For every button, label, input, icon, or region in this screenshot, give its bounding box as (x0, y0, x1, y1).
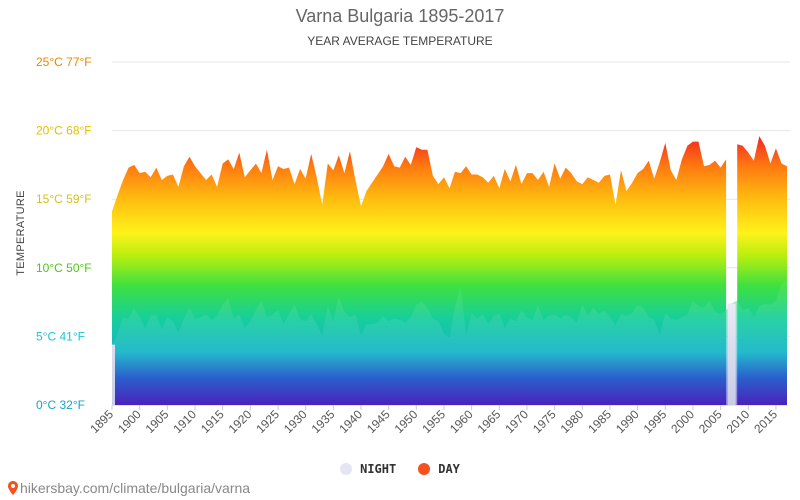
x-tick-label: 1970 (502, 407, 531, 436)
night-only-bar (727, 303, 736, 405)
series-areas (112, 136, 787, 405)
day-swatch-icon (418, 463, 431, 475)
night-swatch-icon (340, 463, 353, 475)
x-tick-label: 2010 (724, 407, 753, 436)
chart-plot-area: 0°C 32°F 5°C 41°F 10°C 50°F 15°C 59°F 20°C 6… (36, 55, 790, 436)
x-tick-label: 1955 (419, 407, 448, 436)
legend-item-night[interactable]: NIGHT (340, 462, 396, 476)
y-tick-label: 20°C 68°F (36, 124, 92, 138)
legend-item-day[interactable]: DAY (418, 462, 460, 476)
night-series-overlay (112, 280, 787, 405)
legend: NIGHT DAY (0, 462, 800, 476)
night-series-area (112, 280, 787, 405)
x-tick-label: 1945 (364, 407, 393, 436)
x-tick-label: 1975 (530, 407, 559, 436)
map-pin-icon (8, 481, 18, 495)
legend-label-night: NIGHT (360, 462, 397, 476)
x-tick-label: 1960 (447, 407, 476, 436)
x-tick-label: 2000 (668, 407, 697, 436)
x-axis-ticks: 1895190019051910191519201925193019351940… (87, 405, 780, 436)
y-axis-ticks: 0°C 32°F 5°C 41°F 10°C 50°F 15°C 59°F 20°C 6… (36, 55, 92, 412)
x-tick-label: 1930 (281, 407, 310, 436)
x-tick-label: 1925 (253, 407, 282, 436)
x-tick-label: 1920 (226, 407, 255, 436)
y-tick-label: 15°C 59°F (36, 192, 92, 206)
legend-label-day: DAY (438, 462, 460, 476)
x-tick-label: 1910 (170, 407, 199, 436)
x-tick-label: 1950 (392, 407, 421, 436)
chart-title: Varna Bulgaria 1895-2017 (295, 6, 505, 26)
x-tick-label: 1935 (309, 407, 338, 436)
y-tick-label: 10°C 50°F (36, 261, 92, 275)
x-tick-label: 1980 (558, 407, 587, 436)
x-tick-label: 1895 (87, 407, 116, 436)
x-tick-label: 1990 (613, 407, 642, 436)
x-tick-label: 1915 (198, 407, 227, 436)
x-tick-label: 1985 (585, 407, 614, 436)
x-tick-label: 2005 (696, 407, 725, 436)
y-tick-label: 5°C 41°F (36, 329, 85, 343)
x-tick-label: 1995 (641, 407, 670, 436)
x-tick-label: 1905 (143, 407, 172, 436)
chart-subtitle: YEAR AVERAGE TEMPERATURE (307, 34, 493, 48)
x-tick-label: 1900 (115, 407, 144, 436)
y-tick-label: 25°C 77°F (36, 55, 92, 69)
source-link[interactable]: hikersbay.com/climate/bulgaria/varna (8, 480, 250, 496)
x-tick-label: 1940 (336, 407, 365, 436)
night-start-marker (112, 344, 115, 405)
source-link-text: hikersbay.com/climate/bulgaria/varna (20, 480, 251, 496)
y-tick-label: 0°C 32°F (36, 398, 85, 412)
x-tick-label: 1965 (475, 407, 504, 436)
x-tick-label: 2015 (751, 407, 780, 436)
